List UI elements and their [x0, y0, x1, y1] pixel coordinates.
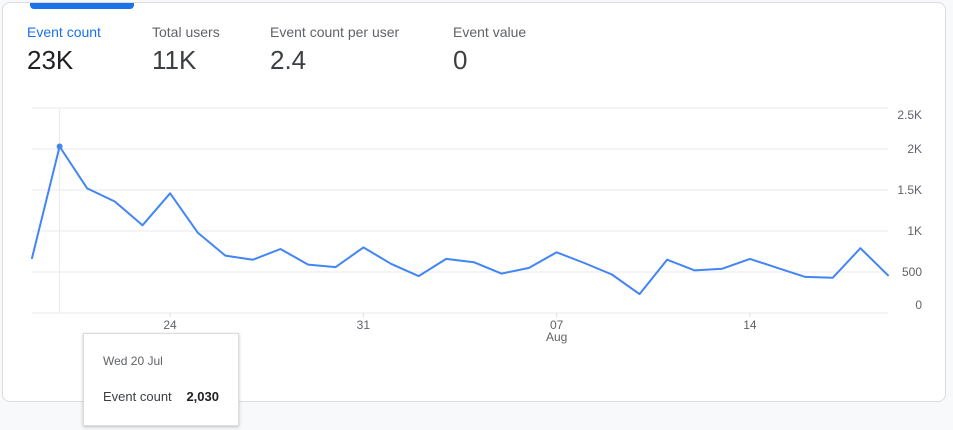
series-line-event-count	[31, 145, 889, 296]
x-tick-sublabel: Aug	[546, 330, 567, 344]
metric-tab-total-users[interactable]: Total users 11K	[152, 24, 220, 76]
x-tick-label: 31	[357, 318, 371, 332]
metric-tab-event-count-per-user[interactable]: Event count per user 2.4	[270, 24, 399, 76]
metric-tab-event-value[interactable]: Event value 0	[453, 24, 526, 76]
y-tick-label: 2.5K	[897, 108, 922, 122]
tooltip-date: Wed 20 Jul	[103, 354, 163, 368]
metric-label: Event count	[27, 24, 101, 40]
metric-label: Event value	[453, 24, 527, 40]
x-tick-label: 24	[163, 318, 177, 332]
metric-value: 23K	[27, 45, 74, 75]
metric-value: 2.4	[270, 45, 307, 75]
y-tick-label: 1K	[907, 224, 922, 238]
y-tick-label: 1.5K	[897, 183, 922, 197]
chart-tooltip: Wed 20 Jul Event count 2,030	[83, 333, 239, 426]
x-tick-label: 14	[743, 318, 757, 332]
metric-label: Total users	[152, 24, 220, 40]
highlighted-point	[56, 143, 63, 150]
metric-value: 0	[453, 45, 468, 75]
tooltip-metric-label: Event count	[103, 389, 172, 404]
x-tick-label: 07	[550, 318, 564, 332]
metric-tab-event-count[interactable]: Event count 23K	[27, 24, 101, 76]
metric-value: 11K	[152, 45, 197, 75]
active-metric-indicator	[30, 3, 134, 9]
y-tick-label: 0	[915, 298, 922, 312]
tooltip-metric-value: 2,030	[186, 389, 219, 404]
metric-label: Event count per user	[270, 24, 400, 40]
y-tick-label: 500	[902, 265, 922, 279]
y-tick-label: 2K	[907, 142, 922, 156]
